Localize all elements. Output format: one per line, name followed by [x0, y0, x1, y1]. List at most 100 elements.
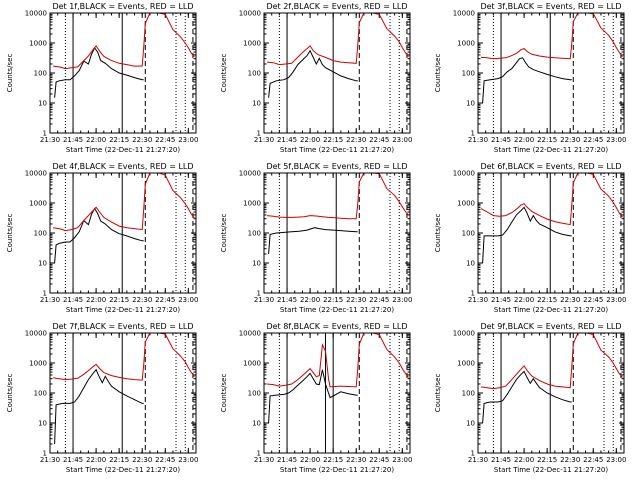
y-axis-label: Counts/sec	[434, 374, 442, 413]
x-tick-label: 21:30	[40, 456, 60, 464]
x-tick-label: 21:45	[63, 456, 83, 464]
y-tick-label: 10000	[453, 10, 475, 18]
lld-series-line	[53, 13, 195, 70]
y-tick-label: 1000	[243, 360, 261, 368]
x-axis-label: Start Time (22-Dec-11 21:27:20)	[280, 146, 394, 154]
x-tick-label: 22:30	[560, 136, 580, 144]
plot-area	[53, 333, 195, 453]
y-tick-label: 10	[38, 420, 47, 428]
x-tick-label: 23:00	[392, 136, 412, 144]
plot-frame	[49, 12, 197, 134]
plot-area	[481, 333, 623, 453]
x-tick-label: 21:30	[254, 136, 274, 144]
plot-area	[53, 13, 195, 133]
y-tick-label: 1	[257, 130, 261, 138]
x-tick-label: 22:00	[86, 136, 106, 144]
x-tick-label: 22:45	[155, 136, 175, 144]
x-axis-label: Start Time (22-Dec-11 21:27:20)	[494, 466, 608, 474]
x-tick-label: 22:45	[583, 456, 603, 464]
y-tick-label: 100	[248, 230, 261, 238]
x-tick-label: 22:00	[300, 136, 320, 144]
y-axis-label: Counts/sec	[434, 54, 442, 93]
y-axis-label: Counts/sec	[6, 214, 14, 253]
events-series-line	[482, 57, 572, 104]
panel-title: Det 1f,BLACK = Events, RED = LLD	[52, 2, 193, 11]
y-tick-label: 1000	[457, 40, 475, 48]
y-tick-label: 10	[466, 420, 475, 428]
plot-area	[267, 333, 409, 453]
x-tick-label: 22:45	[155, 456, 175, 464]
plot-area	[480, 173, 623, 293]
events-series-line	[54, 368, 144, 445]
y-axis-label: Counts/sec	[6, 374, 14, 413]
y-tick-label: 100	[462, 70, 475, 78]
y-tick-label: 10000	[239, 330, 261, 338]
y-tick-label: 10	[252, 420, 261, 428]
plot-frame	[49, 332, 197, 454]
y-tick-label: 100	[248, 70, 261, 78]
lld-series-line	[267, 333, 409, 388]
plot-area	[53, 173, 195, 293]
events-series-line	[268, 369, 358, 424]
y-tick-label: 10	[466, 260, 475, 268]
y-tick-label: 100	[34, 70, 47, 78]
x-axis-label: Start Time (22-Dec-11 21:27:20)	[494, 146, 608, 154]
x-tick-label: 21:30	[254, 456, 274, 464]
panel-title: Det 7f,BLACK = Events, RED = LLD	[52, 322, 193, 331]
x-tick-label: 23:00	[606, 296, 626, 304]
y-tick-label: 1	[257, 450, 261, 458]
x-tick-label: 22:00	[86, 456, 106, 464]
y-tick-label: 1000	[243, 200, 261, 208]
x-tick-label: 21:45	[63, 296, 83, 304]
y-tick-label: 100	[462, 390, 475, 398]
lld-series-line	[267, 173, 409, 220]
x-tick-label: 23:00	[178, 296, 198, 304]
x-tick-label: 22:45	[369, 136, 389, 144]
y-axis-label: Counts/sec	[434, 214, 442, 253]
x-tick-label: 21:30	[468, 456, 488, 464]
events-series-line	[482, 370, 572, 424]
detector-panel: Det 9f,BLACK = Events, RED = LLD Counts/s…	[434, 322, 626, 474]
detector-panel: Det 2f,BLACK = Events, RED = LLD Counts/s…	[220, 2, 412, 154]
detector-panel: Det 8f,BLACK = Events, RED = LLD Counts/s…	[220, 322, 412, 474]
panel-title: Det 9f,BLACK = Events, RED = LLD	[480, 322, 621, 331]
y-tick-label: 10000	[25, 170, 47, 178]
y-tick-label: 100	[34, 230, 47, 238]
x-tick-label: 22:00	[514, 456, 534, 464]
panel-title: Det 5f,BLACK = Events, RED = LLD	[266, 162, 407, 171]
y-tick-label: 100	[462, 230, 475, 238]
plot-area	[267, 173, 409, 293]
x-tick-label: 22:15	[323, 456, 343, 464]
plot-frame	[263, 12, 411, 134]
x-tick-label: 21:45	[491, 296, 511, 304]
panel-title: Det 3f,BLACK = Events, RED = LLD	[480, 2, 621, 11]
y-axis-label: Counts/sec	[6, 54, 14, 93]
x-tick-label: 22:00	[86, 296, 106, 304]
events-series-line	[54, 47, 144, 98]
panel-title: Det 8f,BLACK = Events, RED = LLD	[266, 322, 407, 331]
lld-series-line	[480, 173, 623, 226]
y-tick-label: 100	[248, 390, 261, 398]
y-tick-label: 1	[471, 290, 475, 298]
events-series-line	[54, 207, 144, 264]
x-tick-label: 22:00	[514, 136, 534, 144]
y-tick-label: 10000	[25, 330, 47, 338]
x-tick-label: 21:30	[40, 136, 60, 144]
x-tick-label: 22:30	[132, 296, 152, 304]
plot-frame	[263, 172, 411, 294]
lld-series-line	[53, 173, 195, 232]
y-tick-label: 1000	[29, 200, 47, 208]
x-tick-label: 21:45	[63, 136, 83, 144]
x-tick-label: 22:30	[346, 136, 366, 144]
x-tick-label: 22:30	[132, 456, 152, 464]
lld-series-line	[481, 333, 623, 390]
x-tick-label: 22:00	[300, 456, 320, 464]
x-tick-label: 21:45	[277, 136, 297, 144]
y-tick-label: 10000	[239, 10, 261, 18]
x-tick-label: 22:00	[300, 296, 320, 304]
y-tick-label: 100	[34, 390, 47, 398]
plot-frame	[49, 172, 197, 294]
x-axis-label: Start Time (22-Dec-11 21:27:20)	[66, 306, 180, 314]
y-axis-label: Counts/sec	[220, 54, 228, 93]
